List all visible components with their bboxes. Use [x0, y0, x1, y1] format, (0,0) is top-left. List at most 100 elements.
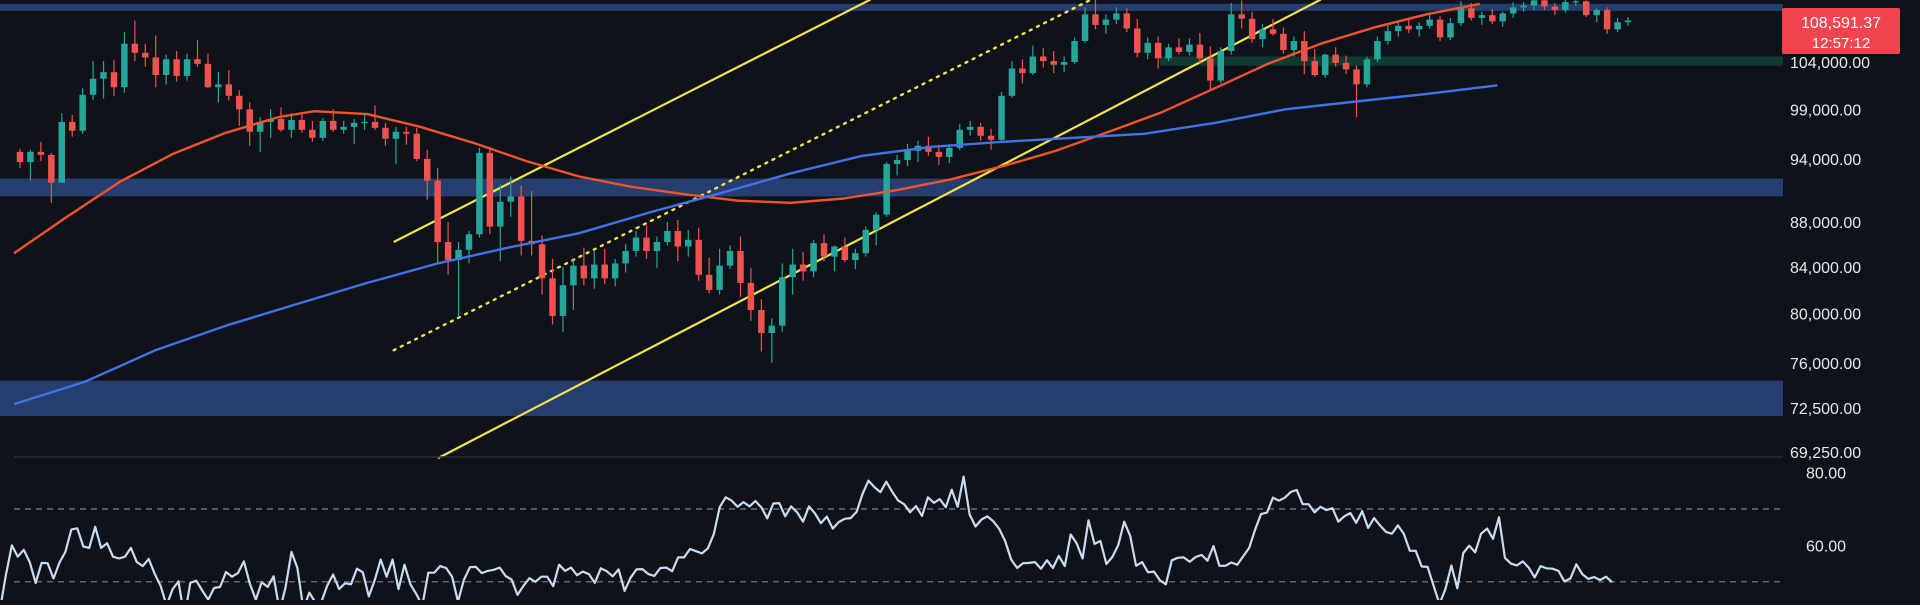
candle [1332, 47, 1339, 67]
candle-body [413, 133, 421, 159]
current-price-label: 108,591.37 [1801, 15, 1881, 32]
candle [810, 239, 817, 278]
candle-body [194, 59, 201, 64]
candle-body [1374, 41, 1381, 60]
candle [1457, 1, 1465, 26]
candle-body [330, 120, 337, 130]
candle-body [695, 239, 702, 275]
candle-body [1572, 1, 1580, 3]
candle [549, 258, 556, 325]
candle-body [434, 180, 441, 243]
zone-top-resistance [0, 3, 1783, 11]
candle [1593, 8, 1600, 23]
zone-support-zone [0, 380, 1783, 416]
candle [1008, 61, 1016, 98]
candle-body [204, 63, 212, 88]
candle [340, 120, 347, 134]
candle-body [570, 265, 577, 286]
candle-body [476, 152, 483, 235]
candle-body [392, 131, 400, 139]
candle [486, 146, 494, 235]
candle [455, 242, 462, 318]
candle [1259, 24, 1266, 48]
candle-body [215, 84, 222, 88]
candle-body [601, 264, 608, 279]
price-tick-label: 94,000.00 [1790, 152, 1861, 169]
candle [392, 126, 400, 165]
candle [444, 222, 452, 275]
candle-body [1311, 61, 1318, 75]
candle-body [1050, 61, 1057, 65]
candle [611, 258, 619, 287]
candle [1447, 17, 1454, 41]
candle [68, 115, 76, 137]
candle-body [1457, 8, 1465, 24]
candle-body [966, 126, 974, 130]
candle [872, 212, 880, 246]
candle [194, 40, 201, 67]
candle-body [778, 277, 786, 326]
candle-body [1113, 13, 1120, 20]
candle [1342, 55, 1350, 75]
candle-body [361, 121, 368, 124]
candle-body [1436, 19, 1444, 38]
candle-body [747, 282, 755, 311]
price-tick-label: 99,000.00 [1790, 102, 1861, 119]
candle [1071, 37, 1078, 64]
candle [977, 122, 984, 141]
candle-body [549, 278, 556, 317]
candle [1060, 56, 1068, 73]
candle [162, 54, 170, 85]
candle-body [799, 264, 807, 272]
candle-body [1290, 41, 1298, 51]
candle-body [559, 285, 567, 317]
candle-body [841, 246, 849, 260]
trendline-channel-upper [393, 0, 872, 244]
candle-body [1008, 68, 1016, 96]
price-tick-label: 88,000.00 [1790, 215, 1861, 232]
candle-body [1092, 14, 1099, 25]
candle [371, 105, 379, 130]
candle [674, 220, 682, 262]
candle [173, 50, 180, 82]
candle-body [1196, 44, 1204, 59]
price-tick-label: 76,000.00 [1790, 356, 1861, 373]
candle-body [37, 151, 45, 155]
candle [142, 43, 149, 67]
candle [883, 162, 890, 217]
candle [946, 143, 953, 164]
candle-body [1081, 14, 1089, 42]
candle [1227, 2, 1235, 55]
candle-body [998, 95, 1005, 140]
candle [246, 102, 253, 146]
candle-body [1603, 9, 1611, 30]
candle [1248, 11, 1256, 43]
candle [1541, 0, 1548, 10]
candle [465, 230, 473, 264]
candle-body [716, 265, 723, 290]
candle-body [580, 265, 588, 279]
candle [89, 61, 97, 100]
candle-body [152, 57, 159, 75]
candle [215, 72, 222, 103]
candle-body [497, 201, 504, 227]
candle [538, 235, 546, 295]
price-tick-label: 104,000.00 [1790, 55, 1870, 72]
candle [778, 263, 786, 332]
candle-body [591, 264, 598, 279]
candle-body [1551, 6, 1559, 10]
candle-body [1123, 13, 1131, 29]
candle-body [382, 127, 389, 139]
candle [1019, 59, 1026, 84]
candle-body [1134, 28, 1141, 53]
candle-body [1321, 54, 1329, 75]
candle-body [946, 147, 953, 157]
candle-body [1520, 5, 1527, 8]
candle [664, 222, 671, 246]
candle-body [1384, 31, 1392, 42]
candle [27, 149, 34, 181]
candle-body [831, 246, 838, 257]
